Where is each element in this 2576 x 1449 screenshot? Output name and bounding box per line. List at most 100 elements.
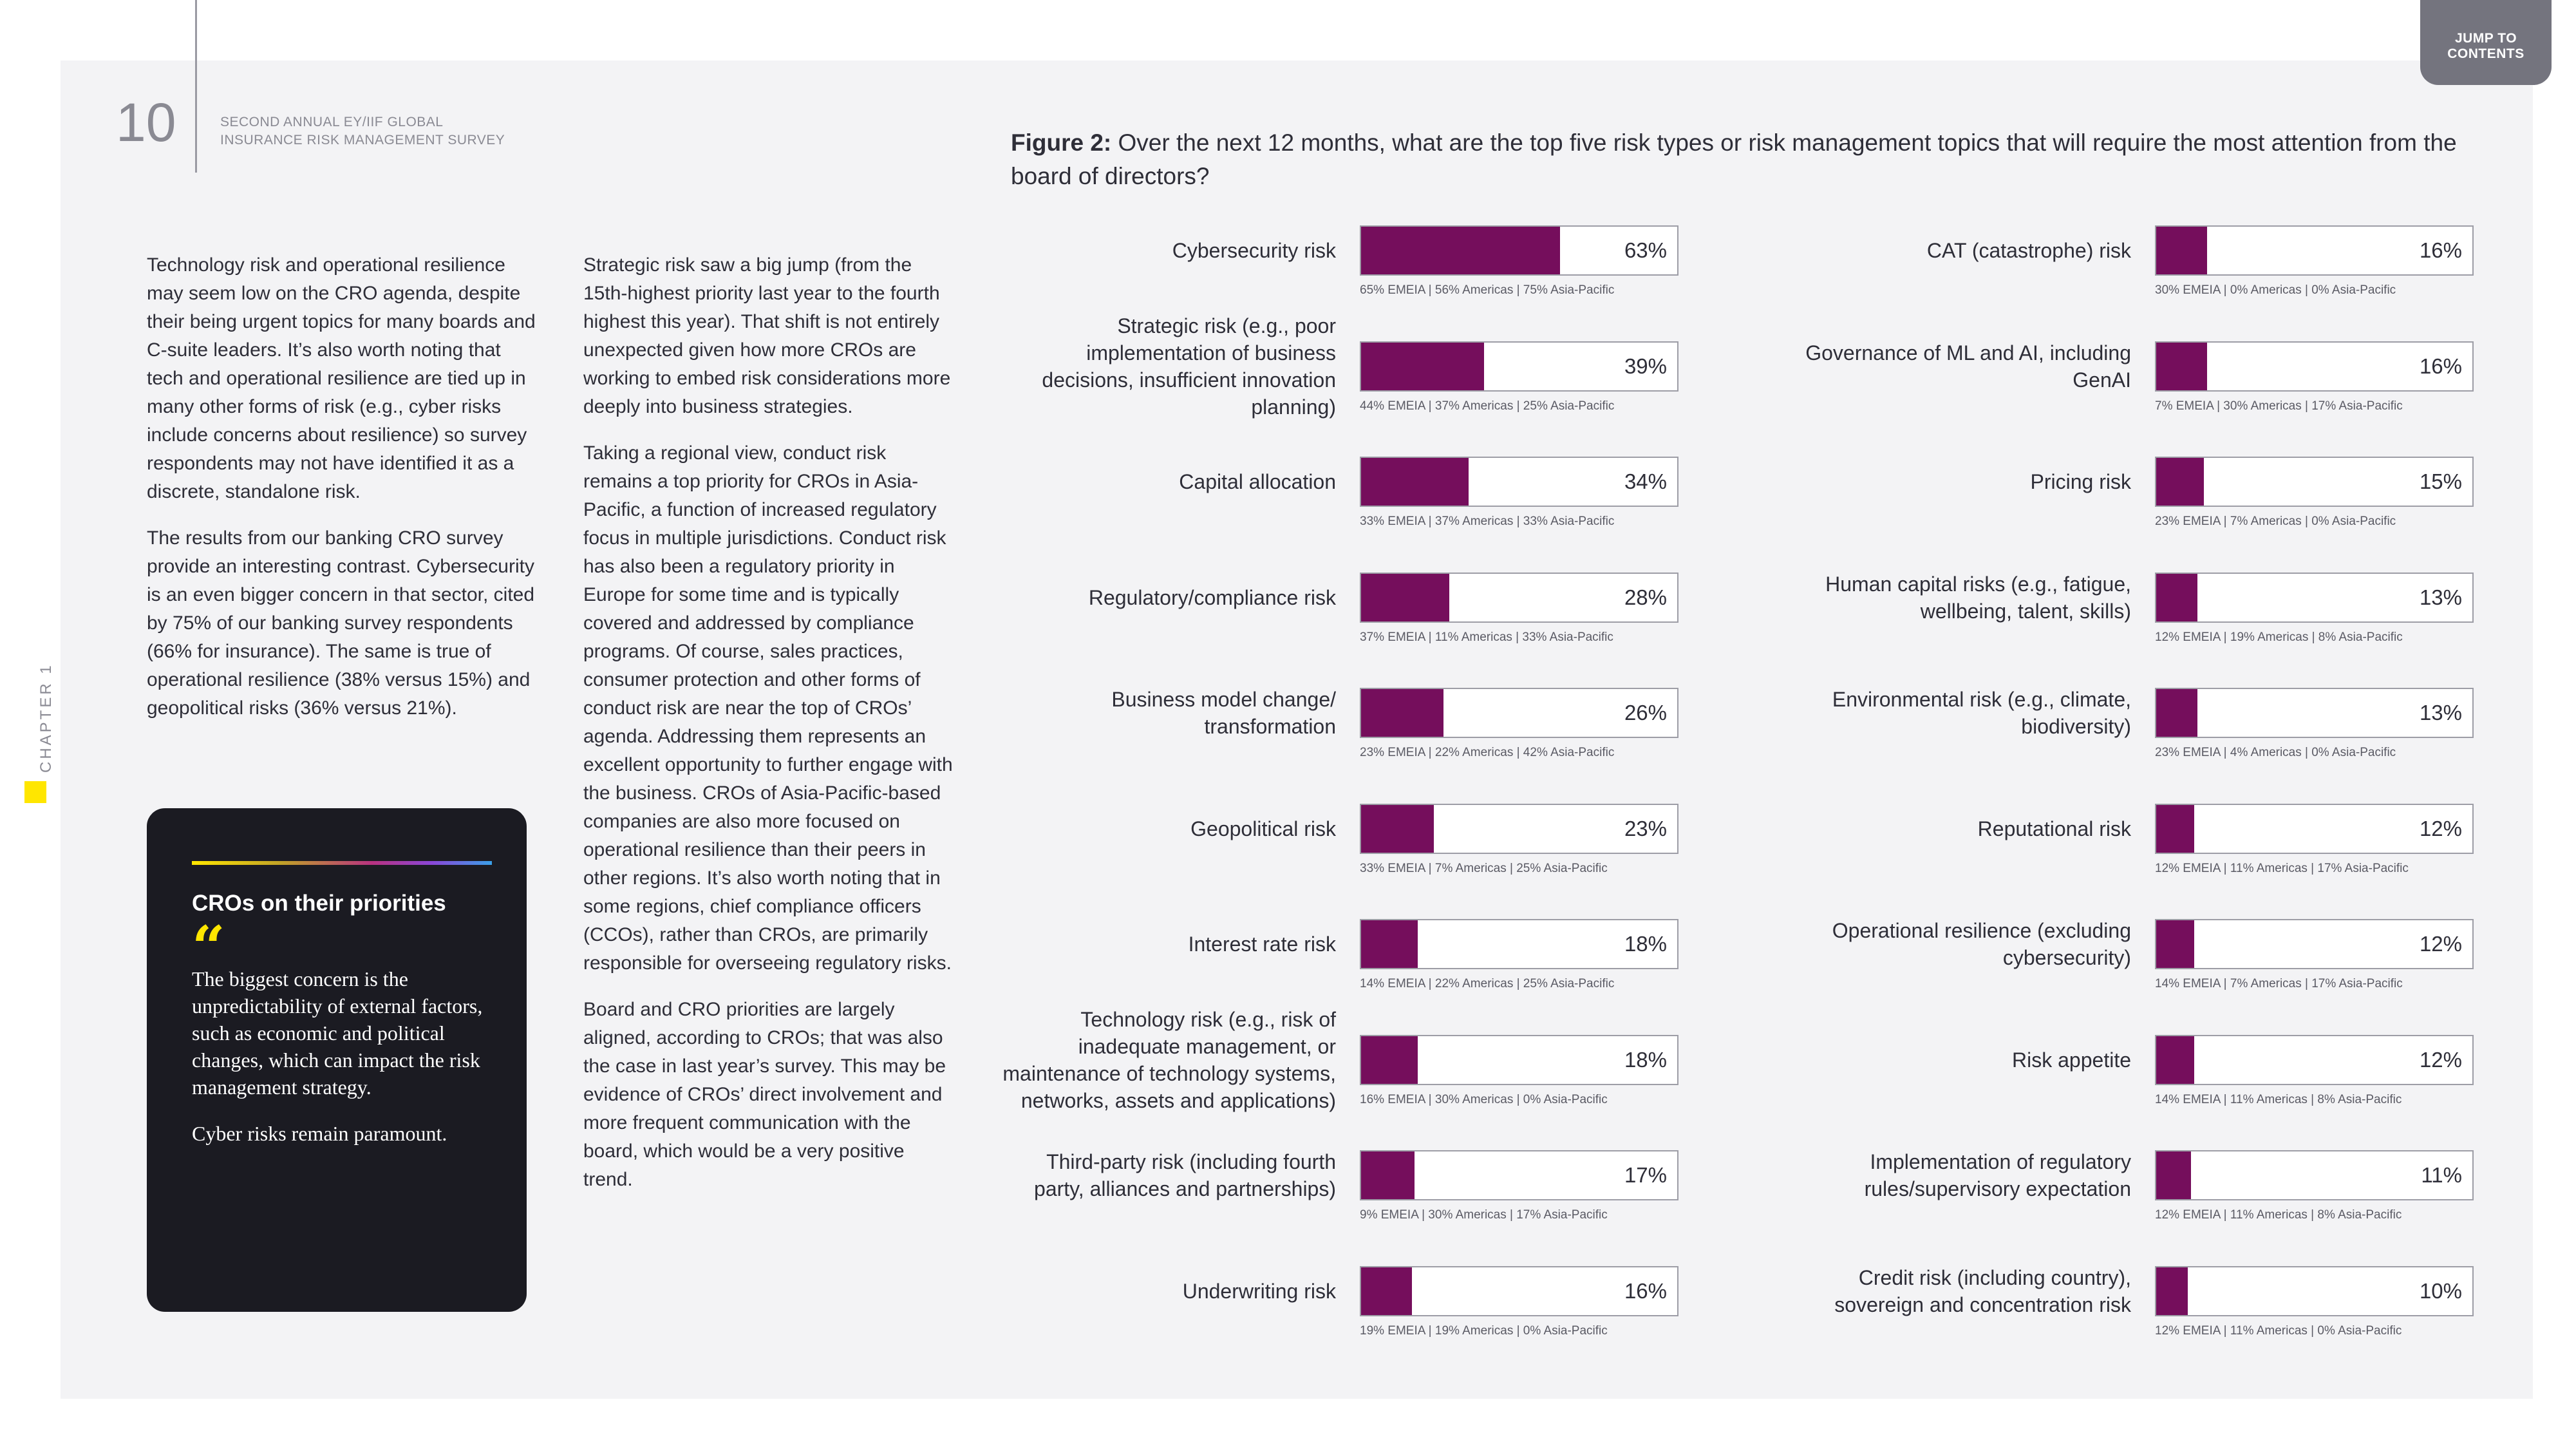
bar-value-label: 18% (1624, 1047, 1667, 1072)
bar-fill (2156, 689, 2197, 737)
bar-fill (2156, 920, 2194, 968)
bar-value-label: 12% (2419, 932, 2462, 956)
bar-label: Technology risk (e.g., risk of inadequat… (1002, 1007, 1336, 1112)
bar-label: Cybersecurity risk (1172, 239, 1336, 262)
bar-track: 18% (1360, 919, 1678, 969)
bar-label: CAT (catastrophe) risk (1926, 239, 2131, 262)
bar-value-label: 28% (1624, 585, 1667, 609)
bar-regional-breakdown: 16% EMEIA | 30% Americas | 0% Asia-Pacif… (1360, 1092, 1608, 1106)
paragraph: Taking a regional view, conduct risk rem… (583, 442, 953, 974)
bar-fill (1361, 1036, 1418, 1084)
body-column-2: Strategic risk saw a big jump (from the … (583, 251, 957, 1212)
bar-regional-breakdown: 12% EMEIA | 11% Americas | 17% Asia-Paci… (2155, 861, 2409, 875)
bar-fill (2156, 573, 2197, 621)
bar-label: Operational resilience (excluding cybers… (1832, 919, 2131, 969)
header-divider (195, 0, 197, 173)
chapter-label: CHAPTER 1 (37, 663, 55, 773)
bar-fill (1361, 342, 1485, 390)
bar-track: 13% (2155, 572, 2474, 623)
bar-value-label: 13% (2419, 701, 2462, 724)
body-column-1: Technology risk and operational resilien… (147, 251, 540, 741)
bar-track: 16% (2155, 225, 2474, 276)
bar-fill (2156, 1267, 2188, 1315)
figure-title: Figure 2: Over the next 12 months, what … (1011, 126, 2485, 193)
figure-label: Figure 2: (1011, 129, 1112, 156)
bar-track: 15% (2155, 457, 2474, 507)
bar-fill (1361, 689, 1443, 737)
bar-value-label: 39% (1624, 354, 1667, 378)
bar-value-label: 12% (2419, 1047, 2462, 1072)
bar-regional-breakdown: 12% EMEIA | 11% Americas | 0% Asia-Pacif… (2155, 1323, 2402, 1338)
bar-track: 13% (2155, 688, 2474, 738)
figure-question: Over the next 12 months, what are the to… (1011, 129, 2457, 189)
bar-regional-breakdown: 30% EMEIA | 0% Americas | 0% Asia-Pacifi… (2155, 283, 2396, 297)
bar-fill (2156, 1151, 2191, 1199)
bar-track: 12% (2155, 803, 2474, 854)
bar-label: Reputational risk (1977, 817, 2131, 840)
bar-track: 63% (1360, 225, 1678, 276)
bar-value-label: 16% (2419, 238, 2462, 262)
bar-value-label: 12% (2419, 816, 2462, 840)
bar-track: 26% (1360, 688, 1678, 738)
bar-regional-breakdown: 9% EMEIA | 30% Americas | 17% Asia-Pacif… (1360, 1208, 1608, 1222)
bar-fill (1361, 458, 1469, 506)
paragraph: Technology risk and operational resilien… (147, 254, 536, 502)
bar-value-label: 23% (1624, 816, 1667, 840)
bar-label: Capital allocation (1179, 470, 1336, 493)
gradient-divider (192, 861, 492, 865)
bar-value-label: 17% (1624, 1163, 1667, 1187)
jump-line2: CONTENTS (2447, 46, 2524, 61)
bar-fill (2156, 458, 2204, 506)
jump-to-contents-button[interactable]: JUMP TO CONTENTS (2420, 0, 2552, 85)
bar-label: Strategic risk (e.g., poor implementatio… (1042, 314, 1336, 419)
bar-fill (1361, 573, 1450, 621)
bar-regional-breakdown: 65% EMEIA | 56% Americas | 75% Asia-Paci… (1360, 283, 1615, 297)
bar-label: Implementation of regulatory rules/super… (1864, 1150, 2131, 1200)
bar-regional-breakdown: 33% EMEIA | 37% Americas | 33% Asia-Paci… (1360, 515, 1615, 528)
bar-regional-breakdown: 14% EMEIA | 22% Americas | 25% Asia-Paci… (1360, 977, 1615, 990)
bar-label: Interest rate risk (1188, 933, 1336, 956)
bar-track: 28% (1360, 572, 1678, 623)
bar-fill (1361, 804, 1434, 853)
bar-fill (1361, 920, 1418, 968)
jump-line1: JUMP TO (2454, 31, 2517, 46)
bar-track: 16% (2155, 341, 2474, 392)
bar-regional-breakdown: 14% EMEIA | 7% Americas | 17% Asia-Pacif… (2155, 977, 2403, 990)
bar-label: Pricing risk (2030, 470, 2131, 493)
bar-regional-breakdown: 23% EMEIA | 22% Americas | 42% Asia-Paci… (1360, 746, 1615, 759)
bar-regional-breakdown: 12% EMEIA | 11% Americas | 8% Asia-Pacif… (2155, 1208, 2402, 1222)
bar-value-label: 16% (2419, 354, 2462, 378)
bar-regional-breakdown: 19% EMEIA | 19% Americas | 0% Asia-Pacif… (1360, 1323, 1608, 1338)
bar-value-label: 10% (2419, 1278, 2462, 1303)
bar-fill (1361, 1267, 1412, 1315)
bar-track: 10% (2155, 1265, 2474, 1316)
bar-track: 34% (1360, 457, 1678, 507)
bar-fill (1361, 1151, 1415, 1199)
bar-fill (2156, 342, 2207, 390)
bar-label: Environmental risk (e.g., climate, biodi… (1832, 688, 2131, 738)
survey-title-line1: SECOND ANNUAL EY/IIF GLOBAL (220, 115, 444, 129)
paragraph: Board and CRO priorities are largely ali… (583, 999, 946, 1190)
quote-paragraph: Cyber risks remain paramount. (192, 1122, 447, 1145)
survey-title-line2: INSURANCE RISK MANAGEMENT SURVEY (220, 133, 505, 147)
bar-value-label: 63% (1624, 238, 1667, 262)
bar-value-label: 15% (2419, 469, 2462, 493)
bar-value-label: 18% (1624, 932, 1667, 956)
bar-regional-breakdown: 14% EMEIA | 11% Americas | 8% Asia-Pacif… (2155, 1092, 2402, 1106)
bar-label: Regulatory/compliance risk (1088, 585, 1336, 609)
bar-label: Governance of ML and AI, including GenAI (1805, 341, 2131, 392)
bar-track: 17% (1360, 1150, 1678, 1200)
chapter-marker-icon (24, 781, 46, 803)
bar-track: 12% (2155, 1034, 2474, 1085)
bar-label: Underwriting risk (1182, 1279, 1336, 1303)
quote-paragraph: The biggest concern is the unpredictabil… (192, 967, 483, 1099)
bar-fill (2156, 804, 2194, 853)
survey-title: SECOND ANNUAL EY/IIF GLOBAL INSURANCE RI… (220, 113, 505, 149)
bar-track: 18% (1360, 1034, 1678, 1085)
bar-label: Credit risk (including country), soverei… (1834, 1265, 2131, 1316)
quote-box: CROs on their priorities “ The biggest c… (147, 808, 527, 1312)
bar-label: Third-party risk (including fourth party… (1034, 1150, 1336, 1200)
bar-value-label: 34% (1624, 469, 1667, 493)
paragraph: The results from our banking CRO survey … (147, 527, 535, 719)
bar-label: Business model change/ transformation (1111, 688, 1336, 738)
